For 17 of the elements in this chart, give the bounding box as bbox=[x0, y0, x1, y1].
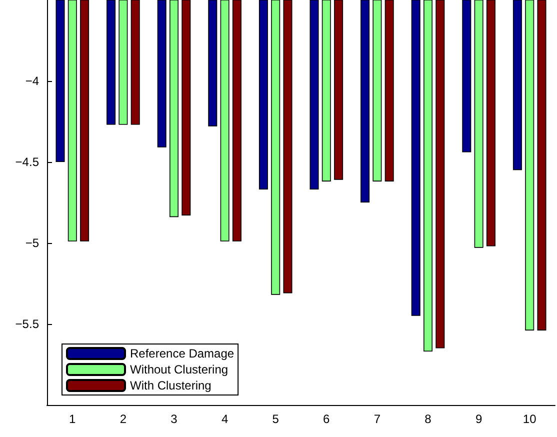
x-tick-label: 10 bbox=[522, 412, 537, 426]
y-tick-label: −5 bbox=[25, 236, 40, 250]
legend-label: Reference Damage bbox=[130, 346, 234, 360]
y-tick-label: −4 bbox=[25, 74, 40, 88]
y-tick-label: −5.5 bbox=[15, 317, 40, 331]
x-tick-label: 2 bbox=[120, 412, 127, 426]
x-tick-label: 4 bbox=[221, 412, 228, 426]
x-tick-label: 7 bbox=[374, 412, 381, 426]
x-tick-label: 8 bbox=[424, 412, 432, 426]
y-tick-label: −4.5 bbox=[15, 155, 40, 169]
x-tick-label: 1 bbox=[69, 412, 76, 426]
legend-label: Without Clustering bbox=[130, 362, 228, 376]
x-tick-label: 6 bbox=[323, 412, 330, 426]
legend-label: With Clustering bbox=[130, 378, 212, 392]
x-tick-label: 5 bbox=[272, 412, 280, 426]
x-tick-label: 9 bbox=[475, 412, 482, 426]
x-tick-label: 3 bbox=[170, 412, 178, 426]
